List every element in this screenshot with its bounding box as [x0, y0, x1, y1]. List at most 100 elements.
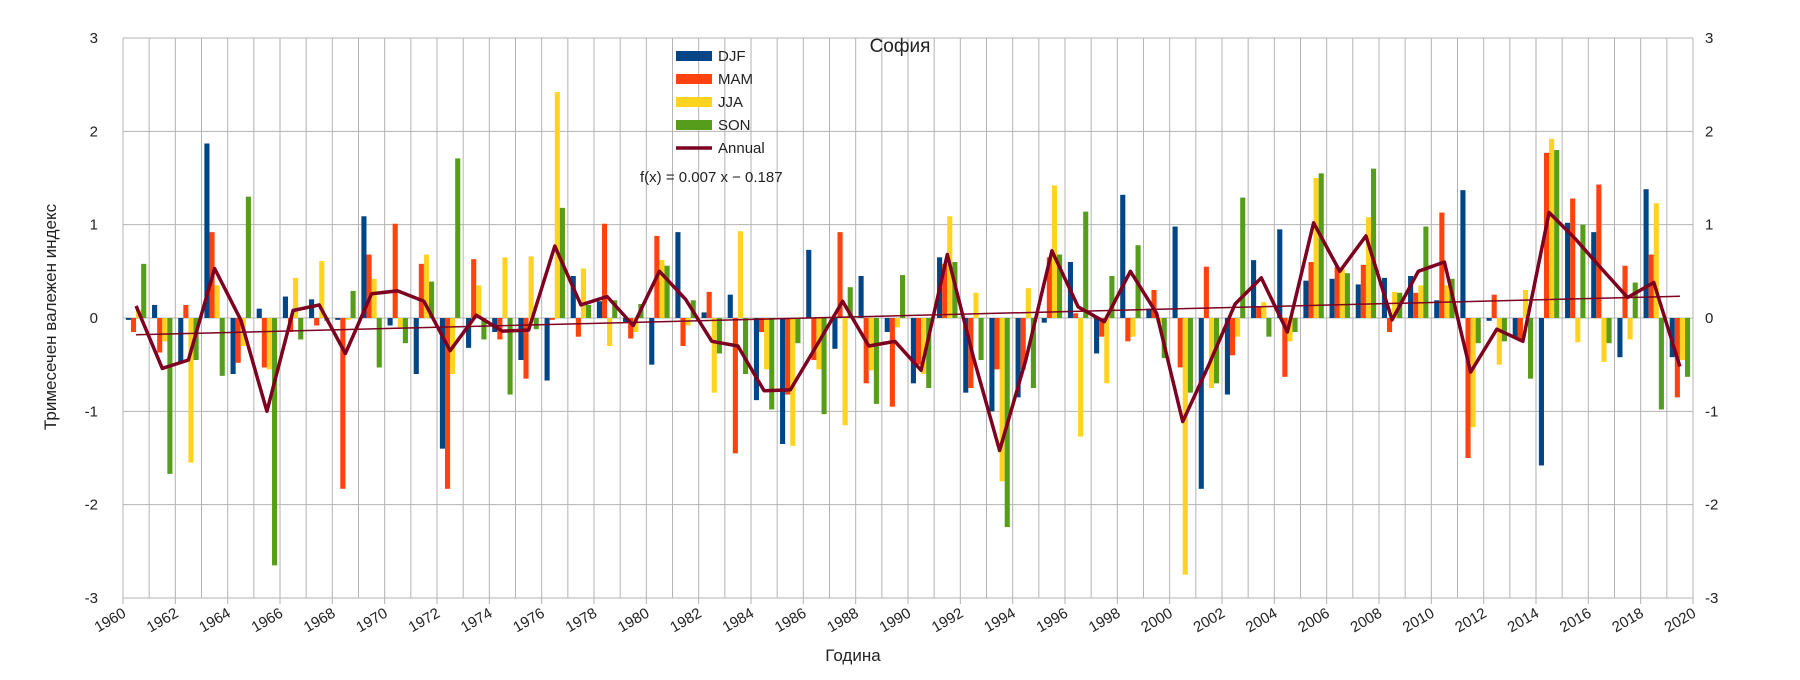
- bar-mam: [811, 318, 817, 360]
- bar-mam: [915, 318, 922, 365]
- bar-son: [481, 318, 487, 340]
- bar-djf: [544, 318, 550, 381]
- bar-djf: [963, 318, 969, 393]
- x-tick-label: 2008: [1348, 605, 1385, 636]
- bar-son: [402, 318, 408, 344]
- bar-mam: [1229, 318, 1236, 356]
- x-tick-label: 1982: [667, 605, 704, 636]
- bar-djf: [1617, 318, 1623, 358]
- bar-mam: [1465, 318, 1471, 458]
- bar-mam: [758, 318, 765, 332]
- bar-mam: [1596, 184, 1602, 318]
- x-tick-label: 2010: [1400, 605, 1437, 636]
- bar-son: [1685, 318, 1691, 377]
- bar-son: [1083, 211, 1089, 318]
- bar-jja: [842, 318, 848, 426]
- bar-jja: [1261, 302, 1267, 318]
- x-tick-label: 1980: [615, 605, 652, 636]
- bar-djf: [596, 301, 602, 318]
- bar-son: [743, 318, 749, 374]
- x-tick-label: 2020: [1662, 605, 1699, 636]
- x-tick-label: 1974: [458, 605, 495, 636]
- bar-mam: [1334, 266, 1340, 318]
- bar-djf: [1146, 308, 1152, 318]
- x-tick-label: 1998: [1086, 605, 1123, 636]
- bar-jja: [1679, 318, 1686, 360]
- bar-son: [1528, 318, 1534, 379]
- bar-son: [298, 318, 304, 340]
- bar-jja: [1104, 318, 1110, 384]
- bar-mam: [1177, 318, 1183, 368]
- y-tick-label-left: -2: [85, 497, 98, 514]
- legend-swatch-mam: [676, 74, 712, 84]
- bar-mam: [1282, 318, 1288, 377]
- bar-djf: [910, 318, 916, 384]
- bar-djf: [125, 318, 131, 320]
- bar-son: [1109, 276, 1115, 318]
- bar-mam: [837, 232, 843, 318]
- bar-jja: [973, 292, 979, 318]
- bar-son: [245, 196, 251, 318]
- bar-djf: [1015, 318, 1021, 398]
- y-tick-label-left: 0: [90, 310, 98, 327]
- bar-djf: [466, 318, 472, 348]
- bar-son: [429, 281, 435, 318]
- bar-mam: [1308, 262, 1314, 318]
- bar-jja: [1078, 318, 1084, 437]
- bar-son: [664, 265, 670, 318]
- bar-djf: [1094, 318, 1100, 354]
- bar-mam: [994, 318, 1000, 370]
- bar-djf: [570, 276, 576, 318]
- legend-label-son: SON: [718, 117, 751, 134]
- x-axis-title: Година: [825, 646, 881, 665]
- bar-djf: [753, 318, 759, 401]
- bar-djf: [152, 304, 158, 318]
- bar-mam: [1151, 290, 1157, 318]
- bar-jja: [293, 277, 299, 318]
- bar-mam: [183, 304, 189, 318]
- legend-swatch-son: [676, 120, 712, 130]
- bar-mam: [549, 318, 555, 320]
- bar-son: [1423, 226, 1429, 318]
- bar-son: [1187, 318, 1193, 393]
- bar-son: [141, 263, 147, 318]
- bar-son: [926, 318, 932, 388]
- x-tick-label: 1966: [249, 605, 286, 636]
- bar-mam: [1517, 318, 1523, 342]
- bar-jja: [319, 261, 325, 318]
- bar-mam: [889, 318, 895, 407]
- bar-son: [1266, 318, 1272, 337]
- bar-son: [272, 318, 278, 566]
- bar-jja: [1208, 318, 1215, 388]
- bar-son: [533, 318, 539, 330]
- bar-mam: [314, 318, 320, 326]
- bar-jja: [894, 318, 901, 328]
- bar-mam: [1413, 292, 1419, 318]
- bar-djf: [439, 318, 445, 449]
- bar-son: [1030, 318, 1036, 388]
- bar-mam: [1491, 294, 1497, 318]
- bar-jja: [1051, 185, 1058, 318]
- bar-djf: [1041, 318, 1047, 323]
- x-tick-label: 2018: [1609, 605, 1646, 636]
- bar-mam: [785, 318, 791, 395]
- bar-son: [1240, 197, 1246, 318]
- bar-jja: [1575, 318, 1581, 343]
- bar-son: [847, 287, 853, 318]
- bar-jja: [1496, 318, 1502, 365]
- bar-son: [1606, 318, 1612, 344]
- bar-mam: [1439, 212, 1445, 318]
- bar-son: [978, 318, 984, 360]
- y-tick-label-left: -3: [85, 590, 98, 607]
- bar-jja: [607, 318, 613, 346]
- y-axis-title: Тримесечен валежен индекс: [41, 203, 60, 430]
- bar-son: [167, 318, 173, 474]
- bar-djf: [1120, 194, 1126, 318]
- x-tick-label: 1964: [196, 605, 233, 636]
- legend: DJF MAM JJA SON Annual: [676, 48, 765, 157]
- bar-son: [1318, 173, 1324, 318]
- bar-djf: [1434, 300, 1440, 318]
- bar-djf: [1355, 284, 1361, 318]
- bar-djf: [1591, 232, 1597, 318]
- bar-son: [1475, 318, 1481, 344]
